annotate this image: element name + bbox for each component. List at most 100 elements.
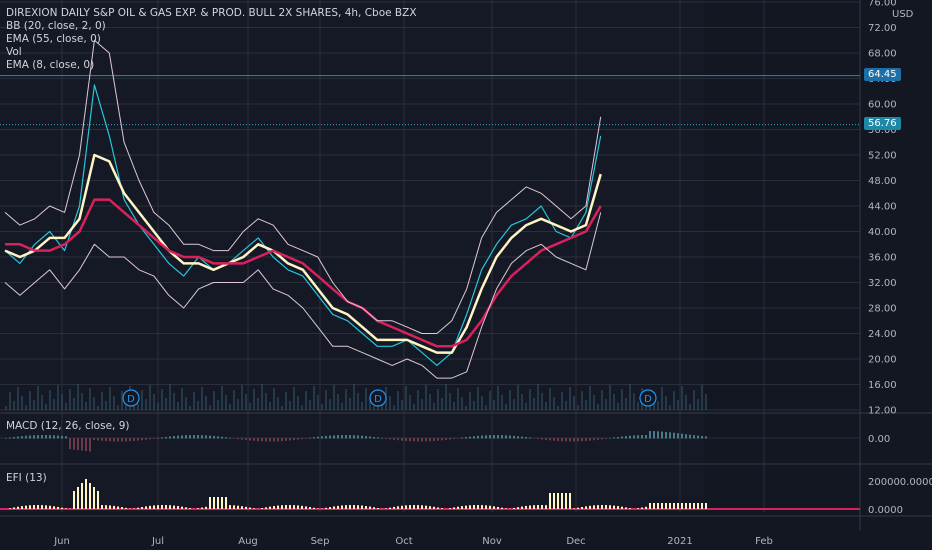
volume-bar xyxy=(413,404,415,410)
volume-bar xyxy=(101,392,103,410)
volume-bar xyxy=(549,388,551,410)
macd-histogram-bar xyxy=(197,435,199,439)
macd-histogram-bar xyxy=(213,435,215,439)
volume-bar xyxy=(649,406,651,410)
efi-bar xyxy=(309,507,311,509)
time-tick-label: Dec xyxy=(566,536,585,547)
macd-histogram-bar xyxy=(593,438,595,441)
efi-bar xyxy=(537,505,539,509)
volume-bar xyxy=(161,389,163,410)
legend-ema8[interactable]: EMA (8, close, 0) xyxy=(6,59,95,71)
efi-bar xyxy=(577,507,579,509)
efi-bar xyxy=(533,505,535,509)
session-shading xyxy=(0,0,705,512)
volume-bar xyxy=(581,391,583,410)
price-tick-label: 20.00 xyxy=(868,355,897,366)
efi-bar xyxy=(269,506,271,509)
macd-histogram-bar xyxy=(29,435,31,439)
volume-bar xyxy=(337,394,339,410)
efi-bar xyxy=(9,508,11,509)
efi-bar xyxy=(137,507,139,509)
efi-bar xyxy=(113,505,115,509)
macd-histogram-bar xyxy=(533,438,535,439)
volume-bar xyxy=(73,398,75,410)
volume-bar xyxy=(29,391,31,410)
time-axis[interactable]: Jun Jul Aug Sep Oct Nov Dec 2021 Feb xyxy=(53,536,773,547)
macd-histogram-bar xyxy=(365,436,367,439)
macd-histogram-bar xyxy=(581,438,583,442)
volume-bar xyxy=(273,388,275,410)
efi-bar xyxy=(553,493,555,509)
macd-histogram-bar xyxy=(457,438,459,439)
macd-histogram-bar xyxy=(169,436,171,439)
efi-bar xyxy=(181,506,183,509)
efi-bar xyxy=(689,503,691,509)
efi-bar xyxy=(425,505,427,509)
macd-histogram-bar xyxy=(237,438,239,440)
efi-bar xyxy=(525,505,527,509)
macd-histogram-bar xyxy=(465,437,467,439)
efi-bar xyxy=(121,507,123,509)
volume-bar xyxy=(325,390,327,410)
volume-bar xyxy=(49,390,51,410)
efi-bar xyxy=(357,505,359,509)
efi-bar xyxy=(545,505,547,509)
macd-histogram-bar xyxy=(141,438,143,441)
volume-bar xyxy=(305,391,307,410)
volume-bar xyxy=(593,395,595,410)
efi-bar xyxy=(449,508,451,509)
volume-bar xyxy=(453,402,455,410)
volume-bar xyxy=(37,386,39,410)
efi-bar xyxy=(541,505,543,509)
macd-histogram-bar xyxy=(553,438,555,441)
efi-bar xyxy=(301,505,303,509)
macd-histogram-bar xyxy=(177,435,179,439)
efi-bar xyxy=(233,505,235,509)
macd-histogram-bar xyxy=(385,438,387,439)
macd-histogram-bar xyxy=(485,435,487,439)
volume-bar xyxy=(557,406,559,410)
price-tick-label: 24.00 xyxy=(868,329,897,340)
efi-bar xyxy=(253,508,255,509)
volume-bar xyxy=(685,395,687,410)
efi-bar xyxy=(21,506,23,509)
last-price-tag: 56.76 xyxy=(864,117,901,130)
efi-bar xyxy=(645,506,647,509)
volume-bar xyxy=(141,390,143,410)
volume-bar xyxy=(697,399,699,410)
macd-histogram-bar xyxy=(701,435,703,439)
legend-bb[interactable]: BB (20, close, 2, 0) xyxy=(6,20,106,32)
currency-label[interactable]: USD xyxy=(892,9,914,20)
efi-bar xyxy=(297,505,299,509)
macd-histogram-bar xyxy=(289,438,291,441)
volume-bar xyxy=(585,400,587,410)
volume-bar xyxy=(545,402,547,410)
efi-bar xyxy=(441,508,443,509)
volume-bar xyxy=(417,390,419,410)
macd-histogram-bar xyxy=(325,435,327,439)
volume-bar xyxy=(625,398,627,410)
macd-histogram-bar xyxy=(361,435,363,439)
efi-bar xyxy=(293,505,295,509)
efi-bar xyxy=(349,505,351,509)
efi-title[interactable]: EFI (13) xyxy=(6,472,47,484)
volume-bar xyxy=(445,384,447,410)
legend-ema55[interactable]: EMA (55, close, 0) xyxy=(6,33,101,45)
efi-bar xyxy=(505,508,507,509)
volume-bar xyxy=(517,385,519,410)
dividend-label: D xyxy=(127,394,135,405)
macd-title[interactable]: MACD (12, 26, close, 9) xyxy=(6,420,130,432)
efi-bar xyxy=(281,505,283,509)
volume-bar xyxy=(217,400,219,410)
volume-bar xyxy=(257,398,259,410)
legend-vol[interactable]: Vol xyxy=(6,46,22,58)
volume-bar xyxy=(209,405,211,410)
volume-bar xyxy=(229,404,231,410)
volume-bar xyxy=(357,393,359,410)
dividend-marker: D xyxy=(122,389,140,407)
volume-bar xyxy=(469,392,471,410)
macd-histogram-bar xyxy=(525,437,527,439)
macd-histogram-bar xyxy=(129,438,131,442)
macd-histogram-bar xyxy=(33,435,35,439)
